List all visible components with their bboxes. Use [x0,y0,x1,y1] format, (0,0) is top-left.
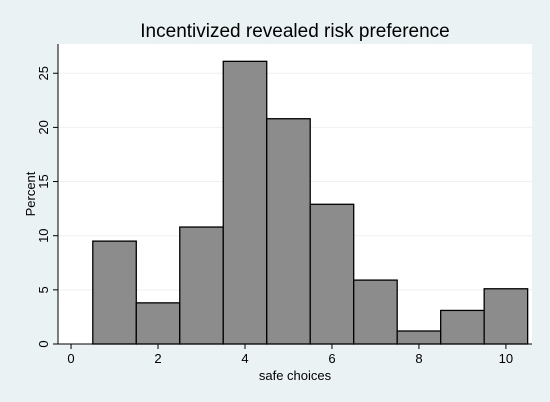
bar [179,226,224,345]
y-axis-title: Percent [23,171,38,216]
bar [483,288,529,345]
y-tick-label: 10 [36,228,51,242]
bar [92,240,137,345]
y-tick-label: 20 [36,120,51,134]
x-tick-label: 2 [154,351,161,366]
bar [266,118,311,345]
y-axis-ticks: 0 5 10 15 20 25 [36,66,58,348]
bar [222,60,268,345]
bar [309,203,355,345]
x-tick-label: 4 [241,351,248,366]
x-tick-label: 8 [415,351,422,366]
bar [440,309,485,345]
x-tick-label: 10 [499,351,513,366]
bar [396,330,442,345]
bar [353,279,398,345]
y-tick-label: 0 [36,340,51,347]
bar [135,302,181,345]
y-tick-label: 15 [36,174,51,188]
x-tick-label: 6 [328,351,335,366]
y-tick-label: 25 [36,66,51,80]
x-axis-ticks: 0 2 4 6 8 10 [67,344,513,366]
bars [92,60,529,345]
chart-title: Incentivized revealed risk preference [140,21,449,42]
x-tick-label: 0 [67,351,74,366]
x-axis-title: safe choices [259,368,332,383]
y-tick-label: 5 [36,286,51,293]
